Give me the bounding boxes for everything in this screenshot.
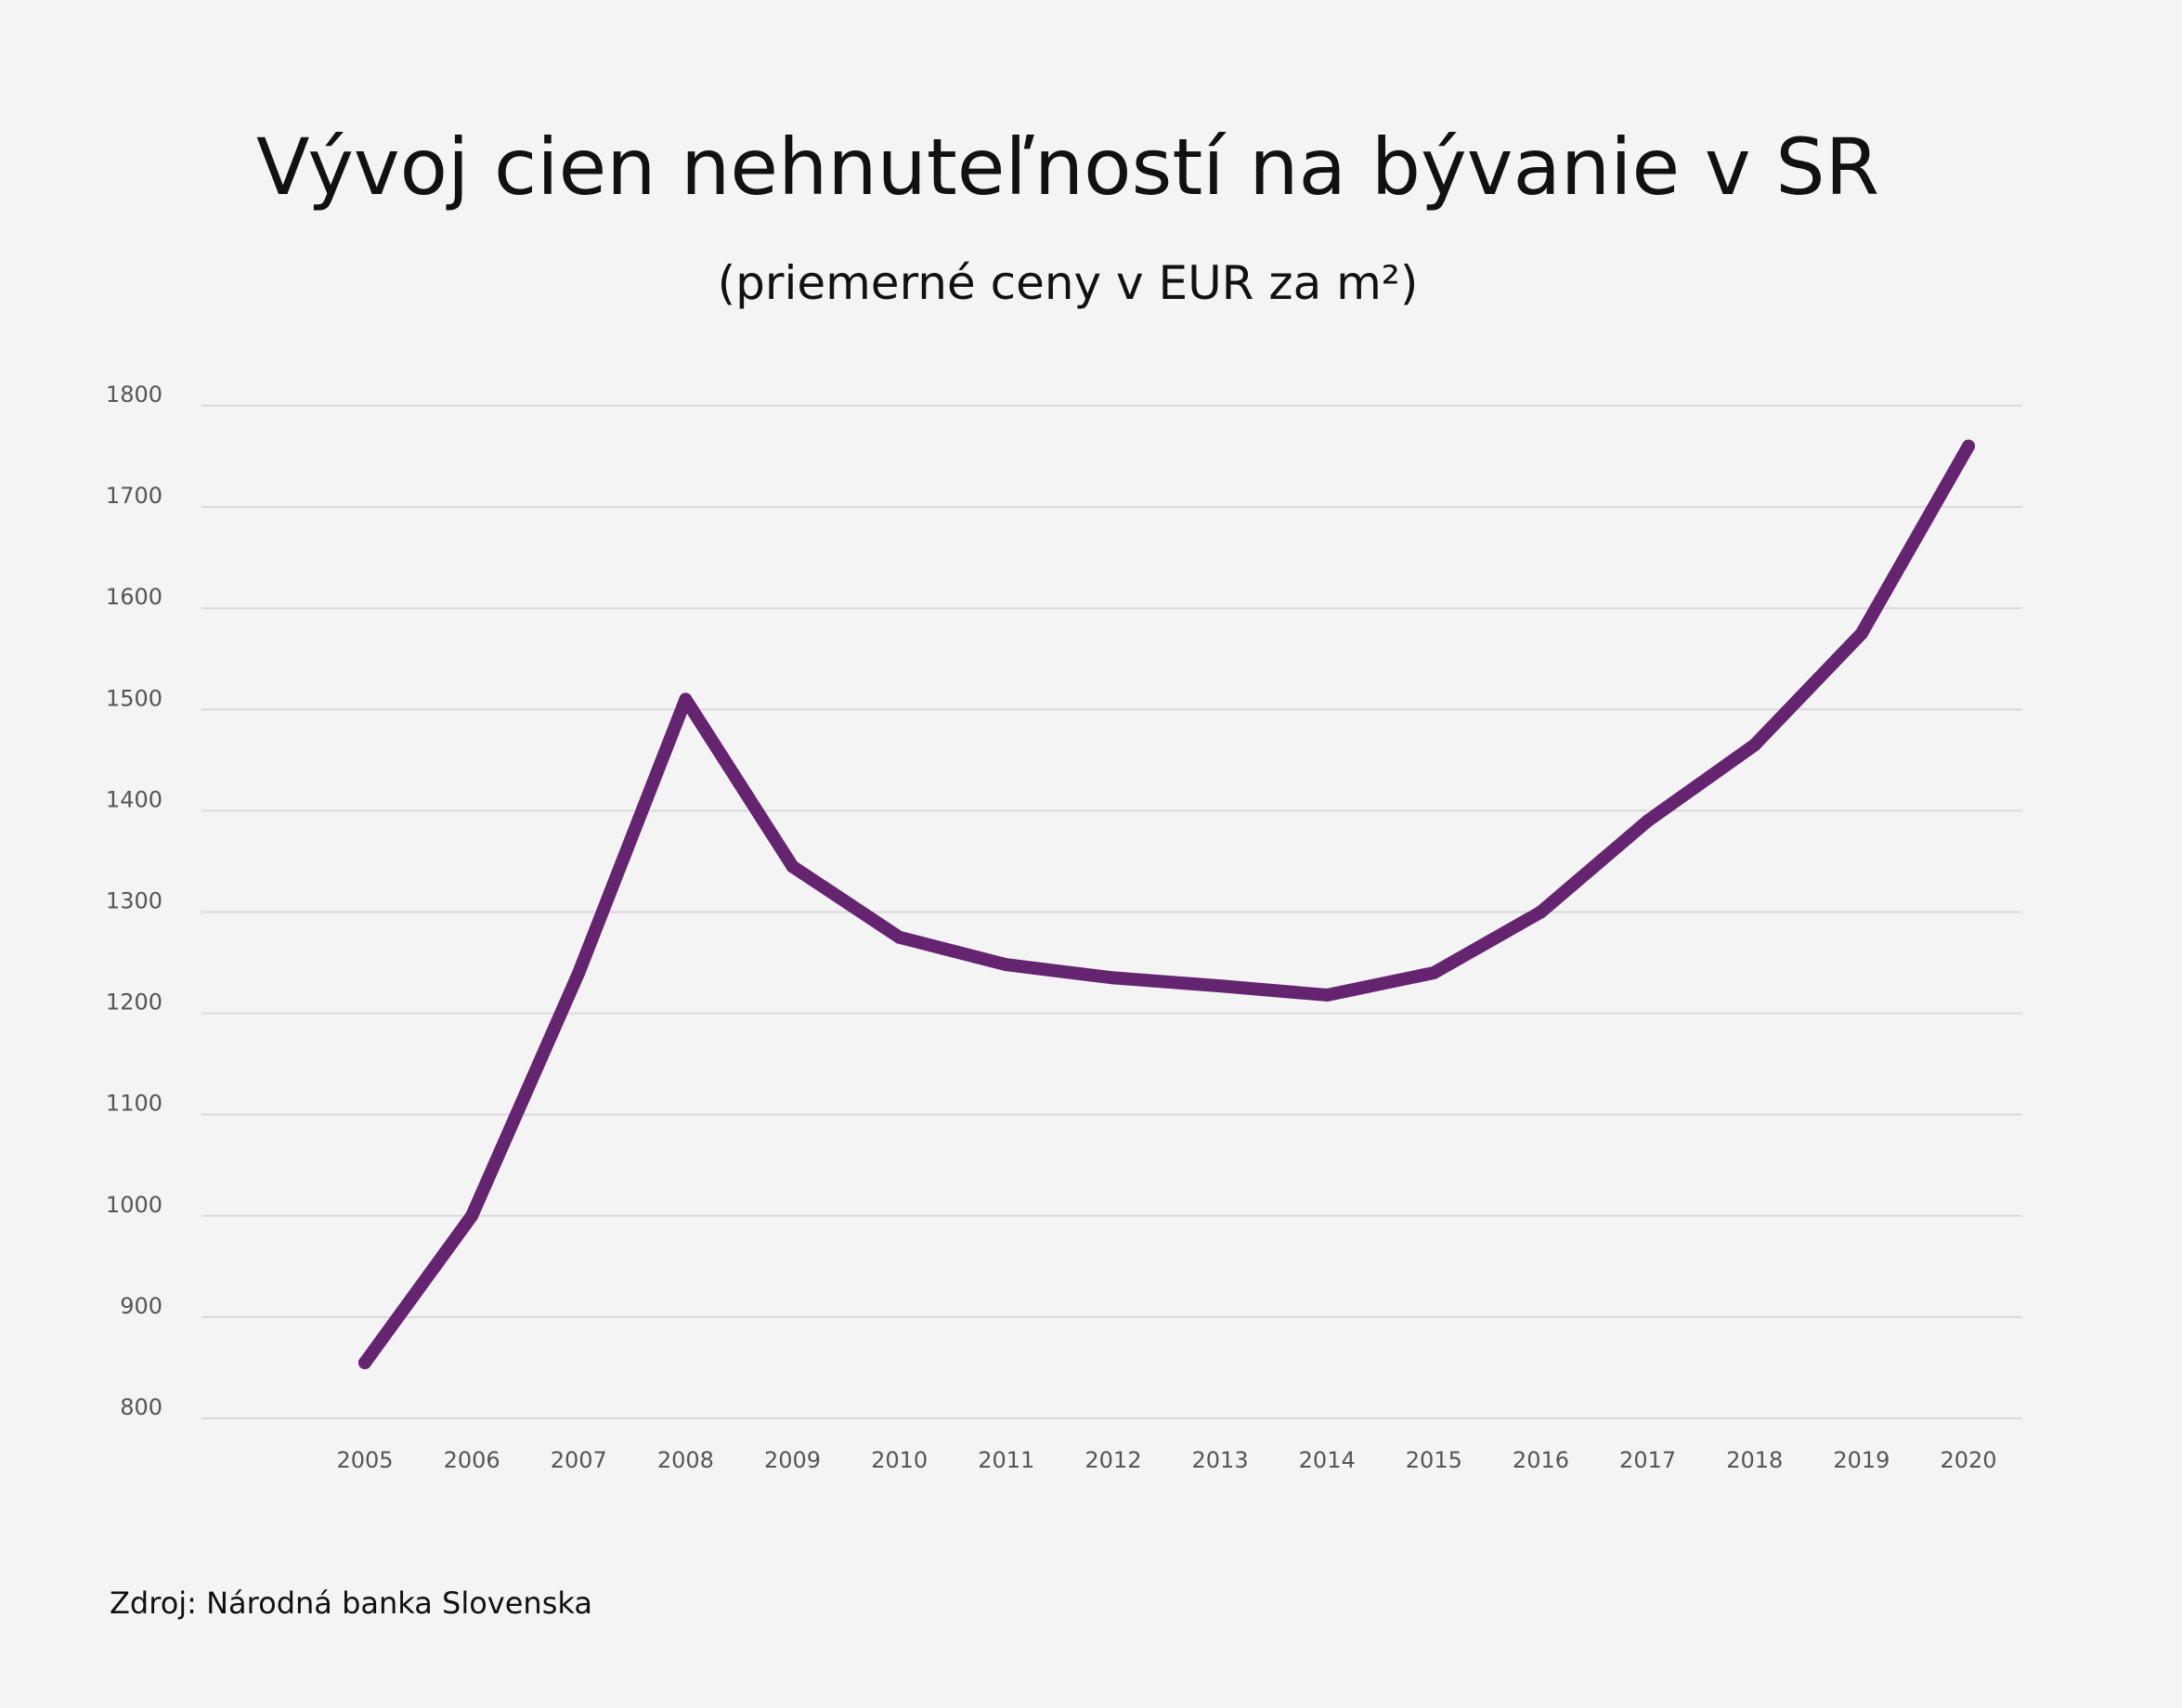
- data-point: [1534, 905, 1548, 919]
- data-point: [892, 930, 906, 944]
- x-tick-label: 2008: [657, 1447, 714, 1473]
- x-tick-label: 2007: [551, 1447, 607, 1473]
- x-tick-label: 2014: [1299, 1447, 1356, 1473]
- data-point: [679, 692, 693, 706]
- x-tick-label: 2018: [1726, 1447, 1783, 1473]
- x-axis-tick-labels: 2005 2006 2007 2008 2009 2010 2011 2012 2013 2014…: [336, 1447, 1996, 1473]
- data-point: [786, 860, 799, 873]
- data-point: [1962, 439, 1975, 453]
- data-point: [358, 1355, 371, 1369]
- chart-title: Vývoj cien nehnuteľností na bývanie v SR: [255, 122, 1879, 213]
- y-tick-label: 1000: [106, 1192, 162, 1218]
- x-tick-label: 2010: [871, 1447, 928, 1473]
- y-tick-label: 1300: [106, 888, 162, 914]
- data-point: [1427, 965, 1441, 979]
- x-tick-label: 2006: [444, 1447, 500, 1473]
- x-tick-label: 2015: [1406, 1447, 1462, 1473]
- chart-subtitle: (priemerné ceny v EUR za m²): [717, 256, 1419, 310]
- x-tick-label: 2009: [764, 1447, 821, 1473]
- y-tick-label: 1800: [106, 382, 162, 408]
- y-tick-label: 900: [120, 1293, 162, 1319]
- y-tick-label: 1400: [106, 786, 162, 812]
- y-tick-label: 1600: [106, 584, 162, 610]
- x-tick-label: 2016: [1513, 1447, 1569, 1473]
- y-tick-label: 1200: [106, 990, 162, 1016]
- gridlines: [201, 405, 2022, 1419]
- y-tick-label: 1500: [106, 685, 162, 711]
- y-tick-label: 1100: [106, 1091, 162, 1117]
- series-layer: [358, 439, 1975, 1369]
- x-tick-label: 2005: [336, 1447, 393, 1473]
- data-point: [1106, 971, 1120, 985]
- y-tick-label: 800: [120, 1394, 162, 1420]
- data-point: [1320, 988, 1334, 1002]
- x-tick-label: 2020: [1940, 1447, 1996, 1473]
- source-note: Zdroj: Národná banka Slovenska: [110, 1585, 592, 1621]
- x-tick-label: 2019: [1833, 1447, 1890, 1473]
- data-point: [999, 958, 1013, 972]
- y-axis-tick-labels: 800 900 1000 1100 1200 1300 1400 1500 1600 1700 18…: [106, 382, 162, 1420]
- x-tick-label: 2017: [1619, 1447, 1676, 1473]
- x-tick-label: 2011: [978, 1447, 1034, 1473]
- x-tick-label: 2012: [1085, 1447, 1141, 1473]
- data-point: [465, 1209, 479, 1223]
- data-point: [1214, 979, 1227, 993]
- data-point: [572, 965, 586, 979]
- data-point: [1641, 814, 1655, 828]
- data-point: [1747, 738, 1761, 752]
- series-line: [358, 439, 1975, 1369]
- x-tick-label: 2013: [1192, 1447, 1249, 1473]
- y-tick-label: 1700: [106, 483, 162, 509]
- data-point: [1854, 627, 1868, 640]
